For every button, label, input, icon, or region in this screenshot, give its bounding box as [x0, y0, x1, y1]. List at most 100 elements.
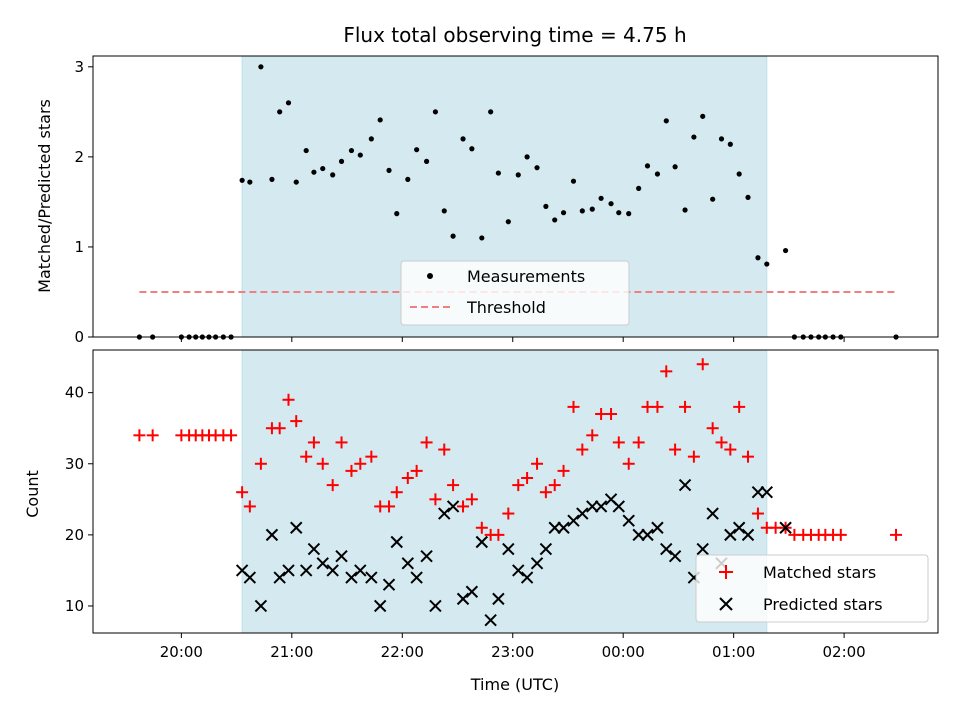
x-tick-label: 01:00 — [712, 643, 755, 661]
measurement-point — [570, 178, 577, 184]
matched-star-point — [742, 450, 755, 463]
matched-star-point — [345, 464, 358, 477]
measurement-point — [636, 185, 642, 191]
measurement-point — [644, 163, 651, 169]
matched-star-point — [696, 358, 709, 371]
measurement-point — [423, 158, 430, 164]
matched-star-point — [429, 493, 442, 506]
y-tick-label: 3 — [74, 58, 84, 76]
y-tick-label: 30 — [65, 455, 84, 473]
matched-star-point — [390, 486, 403, 499]
measurement-point — [710, 196, 716, 202]
measurement-point — [239, 177, 245, 183]
measurement-point — [338, 158, 345, 164]
matched-star-point — [225, 429, 238, 442]
predicted-star-point — [290, 521, 303, 534]
matched-star-point — [401, 471, 414, 484]
measurement-point — [414, 147, 420, 153]
matched-star-point — [612, 436, 625, 449]
predicted-star-point — [567, 514, 580, 527]
measurement-point — [691, 134, 697, 140]
predicted-star-point — [502, 542, 515, 556]
predicted-star-point — [539, 542, 553, 556]
predicted-star-point — [724, 528, 737, 542]
predicted-star-point — [456, 592, 470, 606]
matched-star-point — [365, 450, 378, 463]
measurement-point — [534, 165, 540, 171]
matched-star-point — [300, 450, 313, 463]
predicted-star-point — [307, 542, 321, 556]
x-tick-label: 02:00 — [822, 643, 865, 661]
predicted-star-point — [732, 521, 746, 534]
predicted-star-point — [520, 571, 534, 584]
measurement-point — [700, 113, 706, 119]
legend-predicted-marker — [719, 597, 733, 611]
measurement-point — [357, 152, 363, 158]
measurement-point — [269, 176, 275, 182]
predicted-star-point — [429, 599, 442, 613]
matched-star-point — [457, 500, 470, 513]
matched-star-point — [335, 436, 348, 449]
legend-matched-label: Matched stars — [763, 563, 876, 582]
matched-star-point — [724, 443, 737, 456]
predicted-star-point — [373, 599, 387, 613]
predicted-star-point — [438, 507, 451, 520]
measurement-point — [524, 154, 530, 160]
matched-star-point — [326, 479, 339, 492]
matched-star-point — [438, 443, 451, 456]
matched-star-point — [282, 393, 295, 406]
matched-star-point — [307, 436, 320, 449]
bottom-legend: Matched stars Predicted stars — [695, 554, 929, 623]
measurement-point — [736, 171, 742, 177]
measurement-point — [560, 210, 567, 216]
predicted-star-point — [446, 500, 460, 513]
chart-title: Flux total observing time = 4.75 h — [343, 23, 686, 47]
top-legend: Measurements Threshold — [400, 260, 630, 326]
bottom-y-axis-label: Count — [23, 470, 42, 518]
top-y-axis-label: Matched/Predicted stars — [35, 99, 54, 293]
legend-measurements-label: Measurements — [467, 267, 585, 286]
matched-star-point — [133, 429, 146, 442]
predicted-star-point — [273, 571, 286, 584]
predicted-star-point — [335, 549, 348, 563]
measurement-point — [394, 211, 400, 217]
predicted-star-point — [512, 564, 525, 577]
matched-star-point — [410, 464, 423, 477]
matched-star-point — [521, 471, 534, 484]
measurement-point — [495, 170, 501, 176]
measurement-point — [469, 146, 475, 152]
predicted-star-point — [622, 514, 635, 527]
matched-star-point — [586, 429, 599, 442]
measurement-point — [552, 217, 558, 223]
predicted-star-point — [594, 500, 608, 513]
predicted-star-point — [365, 571, 378, 584]
observing-window — [241, 349, 768, 634]
matched-star-point — [531, 457, 544, 470]
measurement-point — [368, 136, 374, 142]
predicted-star-point — [548, 521, 561, 534]
matched-star-point — [669, 443, 682, 456]
predicted-star-point — [660, 542, 673, 556]
legend-matched-marker — [719, 565, 733, 579]
y-tick-label: 20 — [65, 526, 84, 544]
matched-star-point — [512, 479, 525, 492]
predicted-star-point — [401, 557, 415, 570]
y-tick-label: 40 — [65, 384, 84, 402]
predicted-star-point — [282, 564, 295, 577]
measurement-point — [320, 165, 326, 172]
predicted-star-point — [254, 599, 268, 613]
measurement-point — [450, 233, 456, 239]
measurement-point — [303, 147, 309, 154]
bottom-legend-box — [695, 554, 929, 623]
measurement-point — [515, 172, 521, 178]
bottom-axes-frame — [92, 349, 939, 634]
matched-star-point — [651, 400, 664, 413]
measurement-point — [672, 164, 678, 170]
measurement-point — [285, 100, 292, 106]
matched-star-point — [465, 493, 478, 506]
x-axis-label: Time (UTC) — [470, 675, 559, 694]
predicted-star-point — [612, 500, 625, 513]
measurement-point — [386, 167, 392, 173]
legend-predicted-label: Predicted stars — [763, 595, 883, 614]
